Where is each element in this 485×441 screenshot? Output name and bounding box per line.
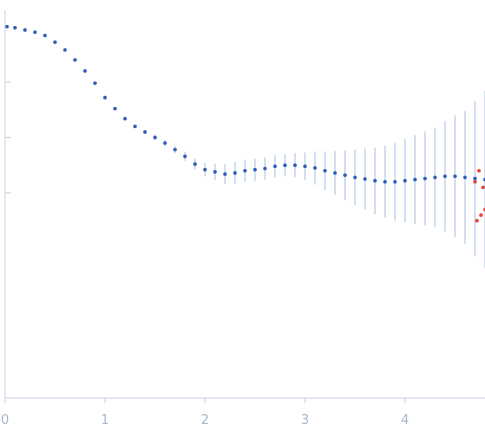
- data-point: [93, 81, 97, 85]
- y-ticks: [5, 81, 11, 194]
- data-point: [373, 178, 377, 183]
- outlier-point: [479, 213, 483, 217]
- data-point: [223, 172, 227, 176]
- data-points: [5, 24, 485, 184]
- data-point: [63, 48, 67, 52]
- data-point: [473, 176, 477, 181]
- data-point: [383, 180, 387, 184]
- data-point: [73, 58, 77, 62]
- outlier-point: [477, 168, 481, 173]
- data-point: [413, 177, 417, 182]
- data-point: [423, 176, 427, 181]
- data-point: [5, 24, 9, 29]
- data-point: [363, 177, 367, 181]
- data-point: [113, 106, 117, 111]
- data-point: [43, 33, 47, 38]
- x-tick-label: 1: [101, 413, 109, 428]
- data-point: [103, 95, 107, 100]
- outlier-point: [475, 218, 479, 223]
- data-point: [323, 168, 327, 173]
- data-point: [453, 174, 457, 179]
- data-point: [443, 174, 447, 179]
- data-point: [393, 180, 397, 184]
- data-point: [153, 135, 157, 140]
- x-tick-label: 2: [201, 413, 209, 428]
- data-point: [183, 154, 187, 159]
- data-point: [33, 30, 37, 34]
- data-point: [343, 173, 347, 177]
- data-point: [53, 40, 57, 44]
- data-point: [283, 163, 287, 167]
- data-point: [233, 171, 237, 175]
- x-tick-label: 3: [301, 413, 309, 428]
- data-point: [273, 164, 277, 169]
- data-point: [213, 170, 217, 174]
- data-point: [173, 147, 177, 152]
- data-point: [463, 175, 467, 180]
- x-tick-label: 0: [1, 413, 9, 428]
- data-point: [123, 116, 127, 121]
- data-point: [403, 178, 407, 183]
- data-point: [163, 141, 167, 145]
- data-point: [263, 166, 267, 171]
- data-point: [253, 167, 257, 172]
- outlier-points: [473, 168, 485, 223]
- data-point: [333, 171, 337, 175]
- x-ticks: 0 1 2 3 4: [1, 398, 409, 428]
- data-point: [143, 130, 147, 134]
- data-point: [353, 175, 357, 180]
- data-point: [193, 162, 197, 166]
- x-tick-label: 4: [401, 413, 409, 428]
- data-point: [13, 25, 17, 30]
- data-point: [433, 175, 437, 180]
- data-point: [293, 163, 297, 167]
- data-point: [243, 168, 247, 173]
- data-point: [303, 164, 307, 169]
- data-point: [203, 167, 207, 172]
- error-bars: [6, 26, 485, 269]
- data-point: [83, 69, 87, 73]
- data-point: [313, 166, 317, 170]
- data-point: [23, 28, 27, 32]
- outlier-point: [473, 180, 477, 184]
- data-point: [133, 124, 137, 129]
- outlier-point: [481, 185, 485, 190]
